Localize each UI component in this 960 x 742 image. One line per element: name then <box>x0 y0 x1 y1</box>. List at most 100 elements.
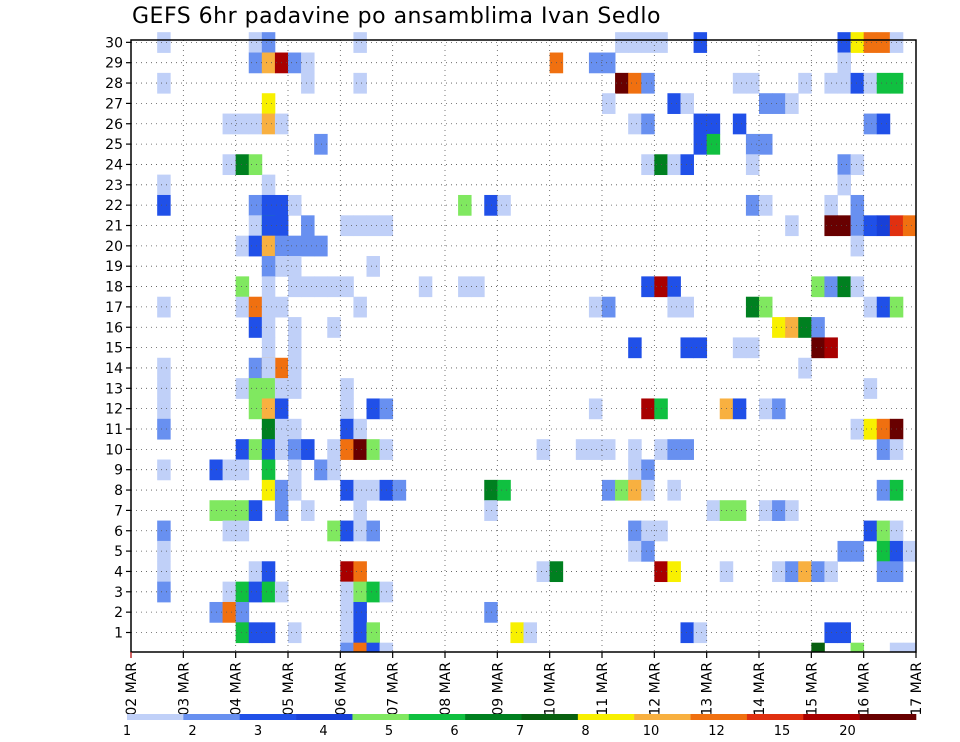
heatmap-cell <box>876 561 891 583</box>
colorbar-swatch <box>859 714 917 720</box>
heatmap-cell <box>641 398 655 420</box>
y-tick-label: 2 <box>114 605 123 621</box>
heatmap-cell <box>261 317 276 338</box>
heatmap-cell <box>745 133 760 155</box>
heatmap-cell <box>759 500 773 521</box>
heatmap-cell <box>248 500 263 521</box>
heatmap-cell <box>327 317 341 338</box>
heatmap-cell <box>850 418 865 440</box>
heatmap-cell <box>641 540 655 562</box>
heatmap-cell <box>301 72 315 94</box>
heatmap-cells <box>157 32 917 653</box>
heatmap-cell <box>876 296 891 318</box>
heatmap-cell <box>759 93 773 114</box>
colorbar-swatch <box>746 714 804 720</box>
heatmap-cell <box>641 276 655 298</box>
heatmap-cell <box>706 133 721 155</box>
heatmap-cell <box>261 418 276 440</box>
heatmap-cell <box>157 357 171 379</box>
heatmap-cell <box>248 317 263 338</box>
heatmap-cell <box>314 235 328 257</box>
heatmap-cell <box>850 215 865 237</box>
heatmap-cell <box>248 398 263 420</box>
heatmap-cell <box>366 439 380 460</box>
heatmap-cell <box>340 561 354 583</box>
axes <box>126 39 917 658</box>
heatmap-cell <box>745 296 760 318</box>
heatmap-cell <box>863 520 878 542</box>
heatmap-cell <box>641 479 655 501</box>
heatmap-cell <box>288 622 302 644</box>
heatmap-cell <box>288 52 302 74</box>
heatmap-cell <box>261 378 276 399</box>
heatmap-cell <box>235 459 250 481</box>
heatmap-cell <box>157 540 171 562</box>
y-tick-label: 11 <box>105 422 123 438</box>
colorbar-label: 8 <box>581 724 589 739</box>
heatmap-cell <box>157 72 171 94</box>
heatmap-cell <box>261 479 276 501</box>
heatmap-cell <box>157 32 171 53</box>
heatmap-cell <box>588 439 603 460</box>
heatmap-cell <box>261 256 276 277</box>
heatmap-cell <box>353 32 367 53</box>
heatmap-cell <box>876 215 891 237</box>
heatmap-cell <box>588 398 603 420</box>
heatmap-cell <box>693 337 708 359</box>
heatmap-cell <box>693 622 708 644</box>
heatmap-cell <box>759 296 773 318</box>
heatmap-cell <box>745 154 760 176</box>
heatmap-cell <box>248 622 263 644</box>
y-tick-label: 5 <box>114 544 123 560</box>
heatmap-cell <box>484 500 498 521</box>
heatmap-cell <box>235 296 250 318</box>
heatmap-cell <box>248 215 263 237</box>
y-tick-label: 3 <box>114 585 123 601</box>
heatmap-cell <box>248 52 263 74</box>
heatmap-cell <box>484 601 498 623</box>
x-tick-label: 12 MAR <box>647 662 663 716</box>
heatmap-cell <box>850 32 865 53</box>
heatmap-cell <box>641 113 655 135</box>
heatmap-cell <box>353 601 367 623</box>
heatmap-cell <box>288 459 302 481</box>
colorbar-swatch <box>577 714 635 720</box>
heatmap-cell <box>536 561 551 583</box>
heatmap-cell <box>353 581 367 603</box>
heatmap-cell <box>261 194 276 216</box>
heatmap-cell <box>353 520 367 542</box>
heatmap-cell <box>732 398 747 420</box>
heatmap-cell <box>261 398 276 420</box>
y-tick-label: 17 <box>105 300 123 316</box>
heatmap-cell <box>772 93 786 114</box>
heatmap-cell <box>680 93 694 114</box>
heatmap-cell <box>876 520 891 542</box>
heatmap-cell <box>288 439 302 460</box>
heatmap-cell <box>235 113 250 135</box>
x-tick-label: 04 MAR <box>229 662 245 716</box>
y-tick-label: 9 <box>114 463 123 479</box>
heatmap-cell <box>418 276 433 298</box>
heatmap-cell <box>837 72 851 94</box>
colorbar-label: 3 <box>254 724 262 739</box>
heatmap-cell <box>876 72 891 94</box>
colorbar-swatch <box>408 714 466 720</box>
heatmap-cell <box>288 235 302 257</box>
heatmap-cell <box>301 215 315 237</box>
heatmap-cell <box>340 418 354 440</box>
y-tick-label: 1 <box>114 626 123 642</box>
heatmap-cell <box>327 439 341 460</box>
heatmap-cell <box>902 215 917 237</box>
heatmap-cell <box>811 642 825 653</box>
heatmap-cell <box>745 72 760 94</box>
heatmap-cell <box>288 276 302 298</box>
colorbar-swatch <box>465 714 522 720</box>
heatmap-cell <box>811 337 825 359</box>
heatmap-cell <box>314 276 328 298</box>
colorbar-swatch <box>183 714 241 720</box>
heatmap-cell <box>353 479 367 501</box>
heatmap-cell <box>863 418 878 440</box>
heatmap-cell <box>340 276 354 298</box>
heatmap-cell <box>732 337 747 359</box>
